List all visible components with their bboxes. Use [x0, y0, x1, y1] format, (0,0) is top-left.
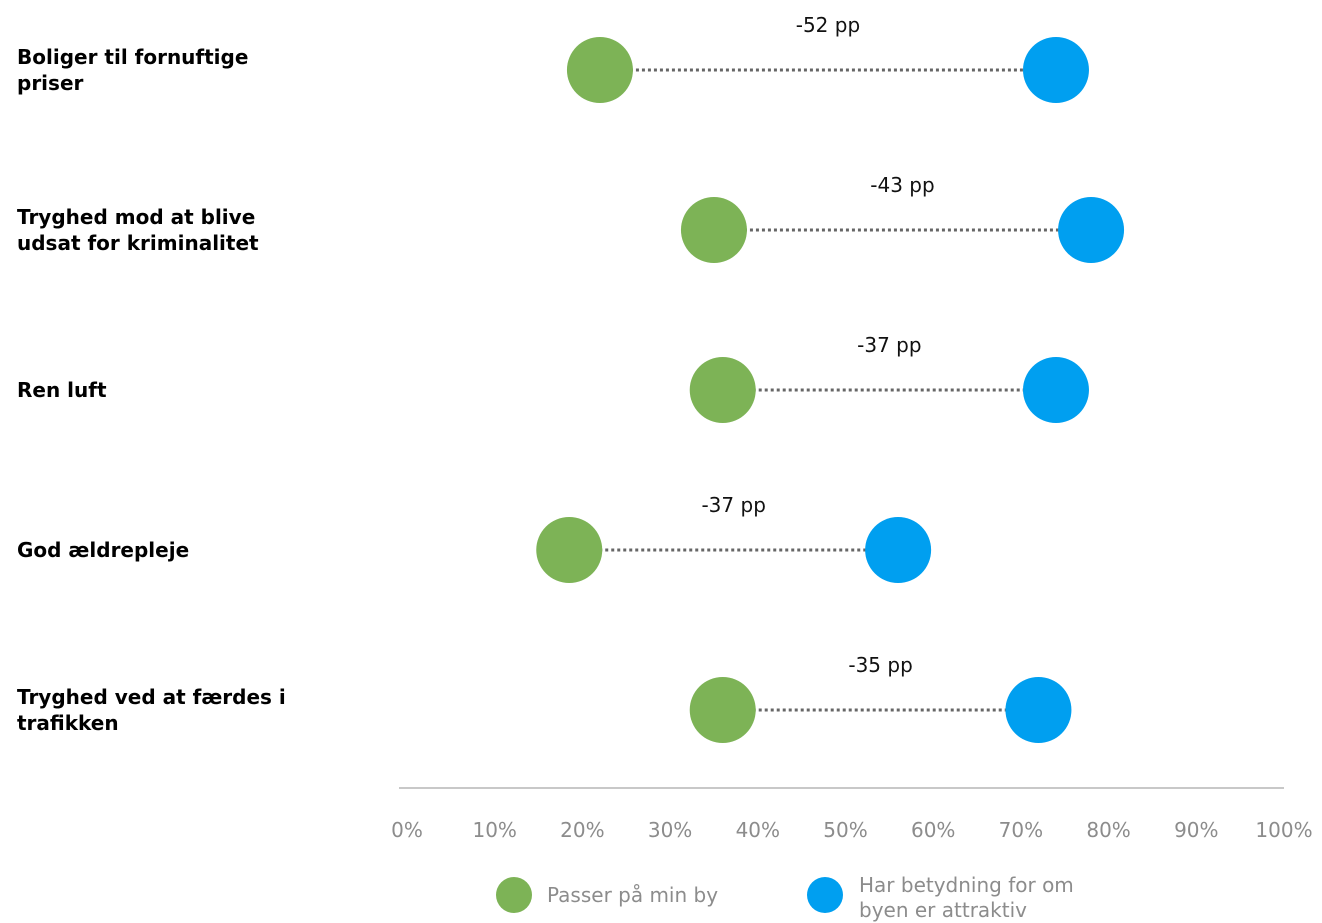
- legend-marker-betydning: [807, 877, 843, 913]
- category-label-line: God ældrepleje: [17, 538, 189, 562]
- difference-label: -52 pp: [796, 13, 860, 37]
- har-betydning-point: [1022, 357, 1089, 423]
- difference-label: -37 pp: [857, 333, 921, 357]
- legend-label-betydning: Har betydning for om byen er attraktiv: [859, 873, 1074, 922]
- category-labels: Boliger til fornuftige priser Tryghed mod …: [17, 45, 286, 735]
- x-tick-label: 90%: [1174, 818, 1218, 842]
- category-label-line: Ren luft: [17, 378, 107, 402]
- category-label-line: priser: [17, 71, 84, 95]
- x-tick-label: 0%: [391, 818, 423, 842]
- category-label-line: Tryghed mod at blive: [17, 205, 255, 229]
- category-label: Tryghed ved at færdes i trafikken: [17, 685, 286, 735]
- data-points: [536, 37, 1125, 743]
- category-label: Tryghed mod at blive udsat for kriminalit…: [17, 205, 259, 255]
- difference-label: -37 pp: [701, 493, 765, 517]
- passer-paa-min-by-point: [689, 677, 756, 743]
- passer-paa-min-by-point: [689, 357, 756, 423]
- passer-paa-min-by-point: [680, 197, 747, 263]
- category-label: Boliger til fornuftige priser: [17, 45, 248, 95]
- x-tick-label: 60%: [911, 818, 955, 842]
- category-label-line: trafikken: [17, 711, 119, 735]
- x-tick-label: 100%: [1255, 818, 1312, 842]
- category-label-line: Tryghed ved at færdes i: [17, 685, 286, 709]
- x-tick-label: 40%: [736, 818, 780, 842]
- legend-label-line: byen er attraktiv: [859, 898, 1027, 922]
- connector-lines: [569, 68, 1092, 712]
- legend: Passer på min by Har betydning for om byen…: [496, 873, 1074, 922]
- category-label-line: udsat for kriminalitet: [17, 231, 259, 255]
- x-tick-label: 70%: [999, 818, 1043, 842]
- category-label-line: Boliger til fornuftige: [17, 45, 248, 69]
- difference-label: -35 pp: [848, 653, 912, 677]
- difference-labels: -52 pp -43 pp -37 pp -37 pp -35 pp: [701, 13, 934, 677]
- category-label: Ren luft: [17, 378, 107, 402]
- x-tick-label: 20%: [560, 818, 604, 842]
- category-label: God ældrepleje: [17, 538, 189, 562]
- x-tick-label: 80%: [1086, 818, 1130, 842]
- x-tick-label: 50%: [823, 818, 867, 842]
- legend-label-line: Har betydning for om: [859, 873, 1074, 897]
- x-tick-label: 30%: [648, 818, 692, 842]
- har-betydning-point: [1022, 37, 1089, 103]
- legend-label-passer: Passer på min by: [547, 883, 718, 907]
- x-axis-tick-labels: 0% 10% 20% 30% 40% 50% 60% 70% 80% 90% 100%: [391, 818, 1312, 842]
- x-tick-label: 10%: [472, 818, 516, 842]
- legend-marker-passer: [496, 877, 532, 913]
- passer-paa-min-by-point: [536, 517, 603, 583]
- har-betydning-point: [1005, 677, 1072, 743]
- har-betydning-point: [865, 517, 932, 583]
- difference-label: -43 pp: [870, 173, 934, 197]
- passer-paa-min-by-point: [566, 37, 633, 103]
- har-betydning-point: [1058, 197, 1125, 263]
